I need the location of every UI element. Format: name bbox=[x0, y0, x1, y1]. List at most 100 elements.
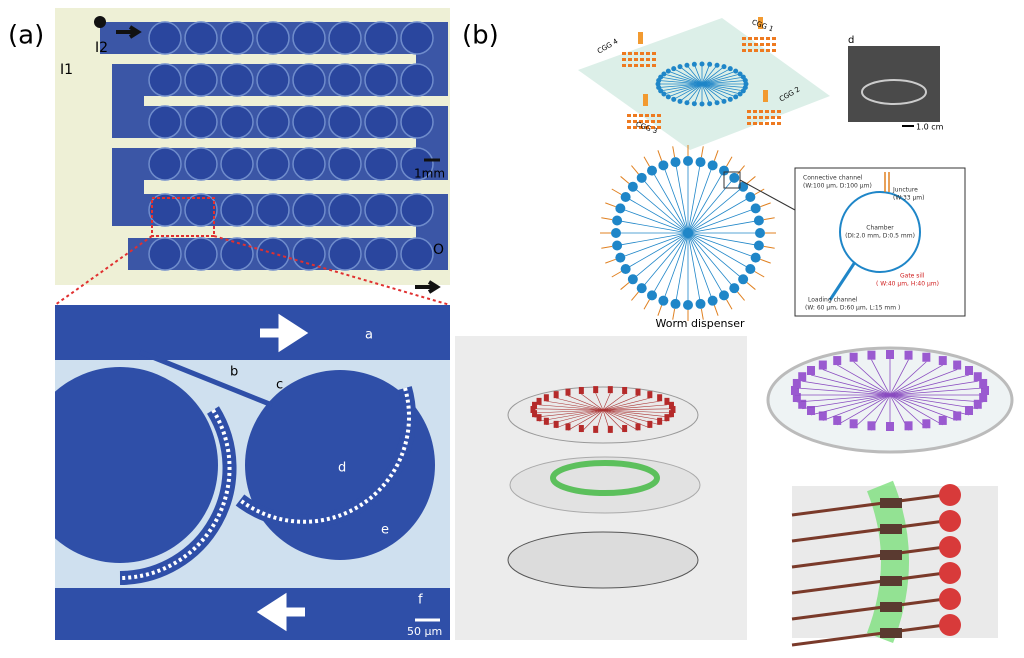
spoke bbox=[675, 232, 689, 301]
spoke bbox=[602, 400, 660, 411]
well bbox=[292, 237, 326, 271]
detail-text: Connective channel bbox=[803, 175, 863, 182]
chamber-dot bbox=[699, 101, 705, 107]
detail-channel bbox=[884, 172, 890, 192]
inlet-port bbox=[94, 16, 106, 28]
outlet bbox=[672, 146, 676, 158]
chamber-dot bbox=[740, 88, 746, 94]
chamber-dot bbox=[745, 264, 756, 274]
gradient-channel bbox=[772, 37, 776, 40]
spoke bbox=[539, 404, 604, 411]
gradient-channel bbox=[771, 122, 775, 125]
gradient-channel bbox=[766, 43, 770, 46]
port bbox=[622, 386, 628, 394]
outlet bbox=[700, 308, 704, 320]
chamber-dot bbox=[627, 181, 638, 192]
chamber-dot bbox=[755, 228, 765, 238]
junction bbox=[880, 628, 902, 638]
spoke bbox=[701, 66, 725, 85]
gate-sill bbox=[238, 387, 411, 524]
port bbox=[973, 372, 982, 382]
cgg-port bbox=[643, 94, 648, 106]
spoke bbox=[701, 83, 718, 104]
chamber-dot bbox=[627, 274, 638, 285]
well bbox=[184, 63, 218, 97]
spoke bbox=[675, 165, 689, 234]
device-photo bbox=[848, 46, 940, 122]
gradient-channel bbox=[759, 116, 763, 119]
spoke bbox=[660, 83, 703, 92]
spoke bbox=[687, 232, 753, 257]
spoke bbox=[628, 198, 689, 234]
port bbox=[622, 425, 628, 433]
part-label: a bbox=[365, 328, 373, 343]
port bbox=[798, 372, 807, 382]
outlet bbox=[754, 188, 765, 195]
spoke bbox=[581, 409, 604, 433]
inlet-label: I1 bbox=[60, 62, 73, 78]
gradient-channel bbox=[754, 49, 758, 52]
gradient-channel bbox=[627, 126, 631, 129]
spoke bbox=[602, 404, 667, 411]
gradient-channel bbox=[633, 126, 637, 129]
chamber-dot bbox=[729, 172, 740, 183]
port bbox=[657, 394, 663, 402]
gradient-channel bbox=[742, 49, 746, 52]
gradient-channel bbox=[634, 58, 638, 61]
flow-arrow bbox=[256, 592, 305, 632]
port bbox=[664, 414, 670, 422]
detail-chamber bbox=[839, 191, 921, 273]
panel-label: (b) bbox=[462, 21, 499, 51]
detail-pointer bbox=[739, 179, 796, 211]
spoke bbox=[889, 361, 927, 396]
main-channel bbox=[55, 588, 450, 640]
spoke bbox=[663, 73, 703, 85]
gate-ring bbox=[550, 460, 660, 496]
chamber-dot bbox=[745, 192, 756, 202]
chamber-dot bbox=[636, 172, 647, 183]
well bbox=[184, 105, 218, 139]
outlet bbox=[643, 156, 650, 167]
spoke bbox=[686, 83, 703, 104]
chamber-dot bbox=[615, 252, 626, 263]
spoke bbox=[802, 380, 891, 396]
spoke bbox=[635, 232, 689, 278]
port bbox=[792, 378, 801, 388]
well bbox=[256, 147, 290, 181]
inlet-label: I2 bbox=[95, 40, 108, 56]
chamber-dot bbox=[658, 160, 669, 171]
port bbox=[904, 350, 913, 360]
outlet bbox=[713, 150, 719, 161]
port bbox=[953, 360, 962, 370]
spoke bbox=[653, 232, 689, 293]
port bbox=[886, 422, 894, 431]
spoke bbox=[643, 232, 689, 286]
well bbox=[400, 63, 434, 97]
dispenser-label: Worm dispenser bbox=[655, 317, 744, 330]
port bbox=[607, 386, 613, 394]
port bbox=[964, 406, 973, 416]
port bbox=[635, 388, 641, 396]
chamber-dot bbox=[620, 264, 631, 274]
channel bbox=[791, 493, 946, 517]
spoke bbox=[693, 83, 703, 104]
spoke bbox=[620, 232, 689, 246]
chamber-dot bbox=[719, 165, 729, 176]
well bbox=[400, 237, 434, 271]
well bbox=[184, 21, 218, 55]
bottom-layer bbox=[507, 531, 699, 589]
well bbox=[364, 237, 398, 271]
detail-box bbox=[794, 167, 966, 317]
spoke bbox=[687, 180, 733, 234]
well bbox=[148, 105, 182, 139]
gradient-channel bbox=[760, 49, 764, 52]
spoke bbox=[889, 374, 970, 396]
detail-text: (W:100 μm, D:100 μm) bbox=[803, 183, 872, 190]
outlet bbox=[611, 188, 622, 195]
outlet bbox=[763, 217, 775, 221]
chamber-dot bbox=[753, 215, 764, 226]
spoke bbox=[687, 168, 712, 234]
gradient-channel bbox=[771, 110, 775, 113]
gradient-channel bbox=[765, 110, 769, 113]
spoke bbox=[643, 180, 689, 234]
